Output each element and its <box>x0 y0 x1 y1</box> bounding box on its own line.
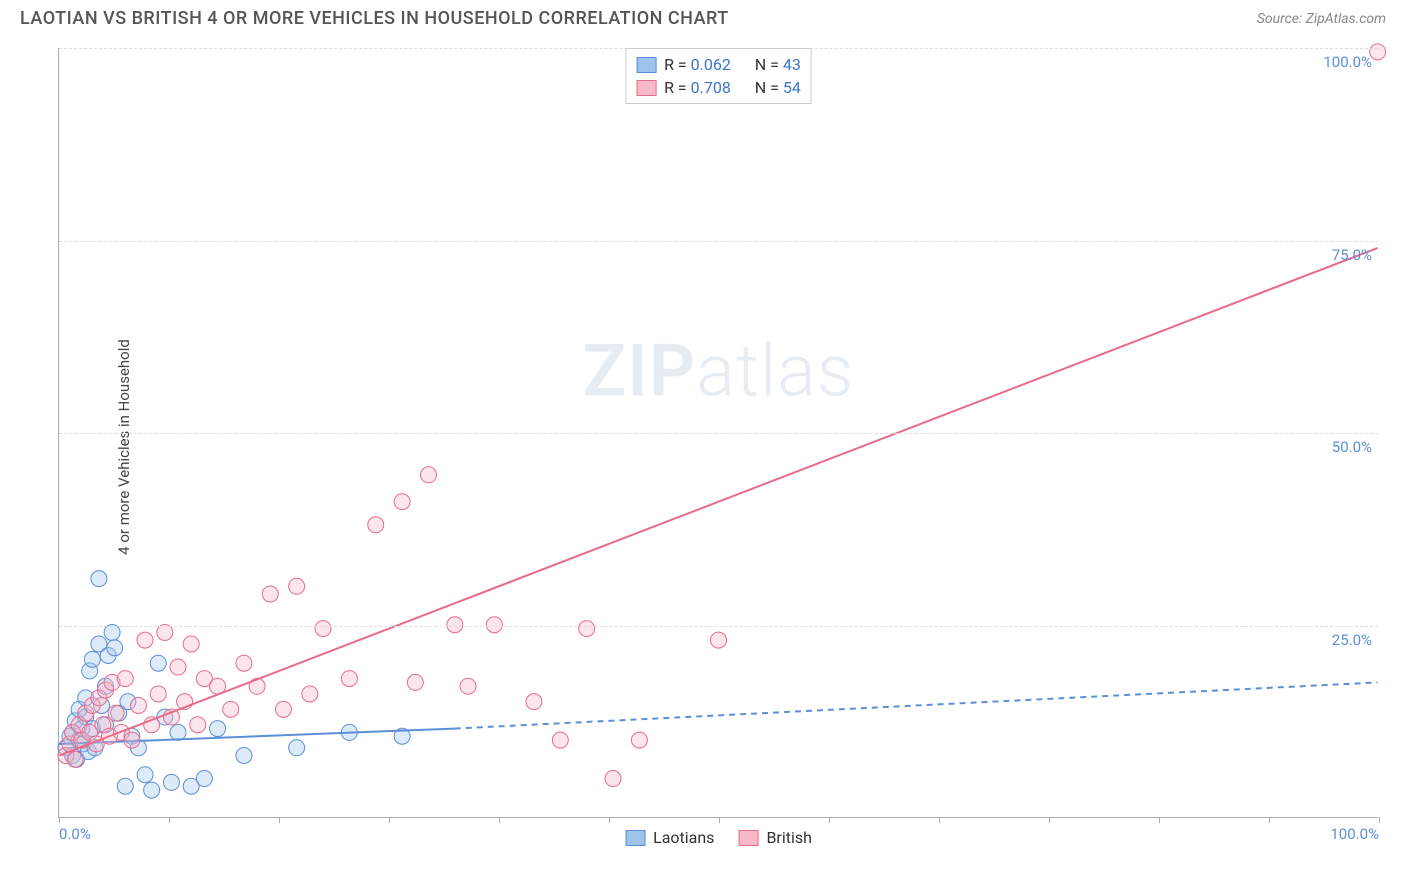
trend-line <box>59 248 1377 756</box>
y-tick-label: 100.0% <box>1323 53 1372 71</box>
x-tick <box>389 817 390 823</box>
scatter-point <box>150 655 166 671</box>
scatter-point <box>223 701 239 717</box>
scatter-point <box>150 686 166 702</box>
scatter-point <box>210 721 226 737</box>
scatter-point <box>108 705 124 721</box>
scatter-point <box>157 624 173 640</box>
scatter-point <box>262 586 278 602</box>
scatter-point <box>124 732 140 748</box>
scatter-point <box>137 632 153 648</box>
x-tick <box>1379 817 1380 823</box>
scatter-point <box>302 686 318 702</box>
scatter-point <box>368 517 384 533</box>
scatter-point <box>631 732 647 748</box>
scatter-point <box>605 771 621 787</box>
scatter-point <box>552 732 568 748</box>
scatter-point <box>289 740 305 756</box>
r-value: R = 0.062 <box>664 55 731 74</box>
gridline-h <box>59 626 1378 627</box>
scatter-point <box>163 774 179 790</box>
x-tick <box>1049 817 1050 823</box>
scatter-point <box>275 701 291 717</box>
scatter-point <box>137 767 153 783</box>
scatter-point <box>104 624 120 640</box>
trend-line-extrapolated <box>455 682 1378 728</box>
x-tick <box>829 817 830 823</box>
y-tick-label: 75.0% <box>1332 246 1372 264</box>
scatter-point <box>236 655 252 671</box>
r-value: R = 0.708 <box>664 78 731 97</box>
scatter-point <box>460 678 476 694</box>
plot-area: ZIPatlas R = 0.062 N = 43 R = 0.708 N = … <box>58 48 1378 818</box>
scatter-point <box>315 621 331 637</box>
x-tick <box>609 817 610 823</box>
scatter-point <box>289 578 305 594</box>
legend-series-label: Laotians <box>653 828 714 847</box>
x-tick <box>939 817 940 823</box>
scatter-point <box>84 651 100 667</box>
legend-stat-row: R = 0.708 N = 54 <box>636 76 801 99</box>
n-value: N = 43 <box>755 55 801 74</box>
legend-swatch <box>636 80 656 96</box>
y-tick-label: 25.0% <box>1332 631 1372 649</box>
scatter-point <box>341 671 357 687</box>
correlation-legend: R = 0.062 N = 43 R = 0.708 N = 54 <box>625 48 812 104</box>
gridline-h <box>59 241 1378 242</box>
scatter-point <box>407 674 423 690</box>
scatter-point <box>183 636 199 652</box>
scatter-point <box>579 621 595 637</box>
legend-swatch <box>738 830 758 846</box>
scatter-point <box>144 782 160 798</box>
legend-swatch <box>625 830 645 846</box>
x-tick <box>279 817 280 823</box>
gridline-h <box>59 433 1378 434</box>
y-tick-label: 50.0% <box>1332 438 1372 456</box>
scatter-point <box>190 717 206 733</box>
x-tick <box>169 817 170 823</box>
scatter-point <box>711 632 727 648</box>
scatter-point <box>526 694 542 710</box>
source-attribution: Source: ZipAtlas.com <box>1257 11 1386 27</box>
scatter-point <box>67 751 83 767</box>
series-legend: Laotians British <box>617 828 820 847</box>
scatter-point <box>130 698 146 714</box>
scatter-point <box>117 778 133 794</box>
chart-container: 4 or more Vehicles in Household ZIPatlas… <box>22 42 1384 852</box>
legend-series-label: British <box>766 828 811 847</box>
x-tick-label: 0.0% <box>59 825 91 843</box>
scatter-point <box>236 747 252 763</box>
x-tick <box>59 817 60 823</box>
scatter-point <box>394 494 410 510</box>
legend-swatch <box>636 57 656 73</box>
legend-series-item: Laotians <box>625 828 714 847</box>
scatter-point <box>117 671 133 687</box>
scatter-point <box>196 771 212 787</box>
scatter-point <box>170 659 186 675</box>
x-tick <box>1159 817 1160 823</box>
scatter-point <box>170 724 186 740</box>
scatter-point <box>107 640 123 656</box>
n-value: N = 54 <box>755 78 801 97</box>
x-tick <box>719 817 720 823</box>
legend-series-item: British <box>738 828 811 847</box>
scatter-point <box>420 467 436 483</box>
chart-title: LAOTIAN VS BRITISH 4 OR MORE VEHICLES IN… <box>20 8 729 29</box>
legend-stat-row: R = 0.062 N = 43 <box>636 53 801 76</box>
x-tick <box>1269 817 1270 823</box>
x-tick <box>499 817 500 823</box>
x-tick-label: 100.0% <box>1330 825 1379 843</box>
scatter-point <box>91 571 107 587</box>
